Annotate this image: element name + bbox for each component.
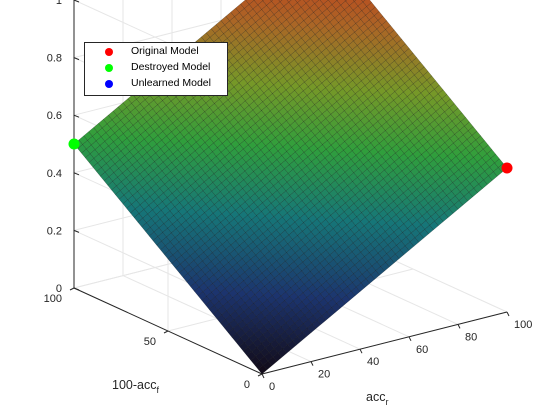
surface	[73, 0, 508, 375]
x-tick	[408, 336, 412, 342]
y-tick	[257, 373, 263, 377]
x-tick-label: 0	[269, 381, 275, 393]
z-tick-label: 0.4	[47, 168, 62, 180]
legend-item-destroyed: Destroyed Model	[85, 61, 225, 75]
z-tick-label: 1	[56, 0, 62, 7]
surface-cell	[295, 0, 301, 3]
legend-label-unlearned: Unlearned Model	[131, 77, 211, 89]
x-tick-label: 80	[465, 331, 477, 343]
z-tick	[73, 172, 80, 176]
y-tick-label: 0	[244, 379, 250, 391]
legend-marker-destroyed	[105, 64, 113, 72]
legend: Original Model Destroyed Model Unlearned…	[84, 42, 228, 96]
legend-item-unlearned: Unlearned Model	[85, 77, 225, 91]
point-destroyed-model	[68, 138, 80, 150]
surface-cell	[278, 0, 283, 2]
x-tick	[261, 373, 265, 379]
x-tick	[506, 311, 510, 317]
point-original-model	[501, 162, 513, 174]
x-axis-label-subscript: r	[385, 397, 388, 407]
z-tick	[73, 229, 80, 233]
x-tick	[310, 361, 314, 366]
surface-cell	[286, 0, 292, 3]
z-tick	[73, 57, 80, 61]
z-tick	[73, 114, 80, 118]
y-axis-label: 100-accf	[112, 378, 159, 395]
z-tick-label: 0.2	[47, 225, 62, 237]
surface-cell	[352, 0, 357, 2]
z-tick	[73, 287, 80, 291]
y-tick	[69, 287, 75, 291]
surface-cell	[361, 0, 366, 3]
y-tick	[163, 330, 169, 334]
axis-labels: 02040608010005010000.20.40.60.81accr100-…	[44, 0, 533, 407]
x-tick-label: 40	[367, 356, 379, 368]
x-axis-label: accr	[366, 390, 388, 407]
legend-marker-unlearned	[105, 80, 113, 88]
x-tick	[359, 348, 363, 354]
x-axis-line	[261, 311, 508, 375]
y-tick-label: 50	[144, 336, 156, 348]
x-tick-label: 100	[514, 319, 532, 331]
z-tick-label: 0.6	[47, 110, 62, 122]
z-tick-label: 0	[56, 283, 62, 295]
y-axis-label-subscript: f	[156, 385, 159, 395]
y-tick-label: 100	[44, 293, 62, 305]
legend-label-original: Original Model	[131, 45, 199, 57]
z-tick-label: 0.8	[47, 53, 62, 65]
x-tick	[457, 324, 461, 329]
x-tick-label: 20	[318, 369, 330, 381]
legend-item-original: Original Model	[85, 45, 225, 59]
z-tick	[73, 0, 80, 3]
legend-label-destroyed: Destroyed Model	[131, 61, 211, 73]
x-tick-label: 60	[416, 344, 428, 356]
legend-marker-original	[105, 48, 113, 56]
model-points	[68, 138, 513, 174]
